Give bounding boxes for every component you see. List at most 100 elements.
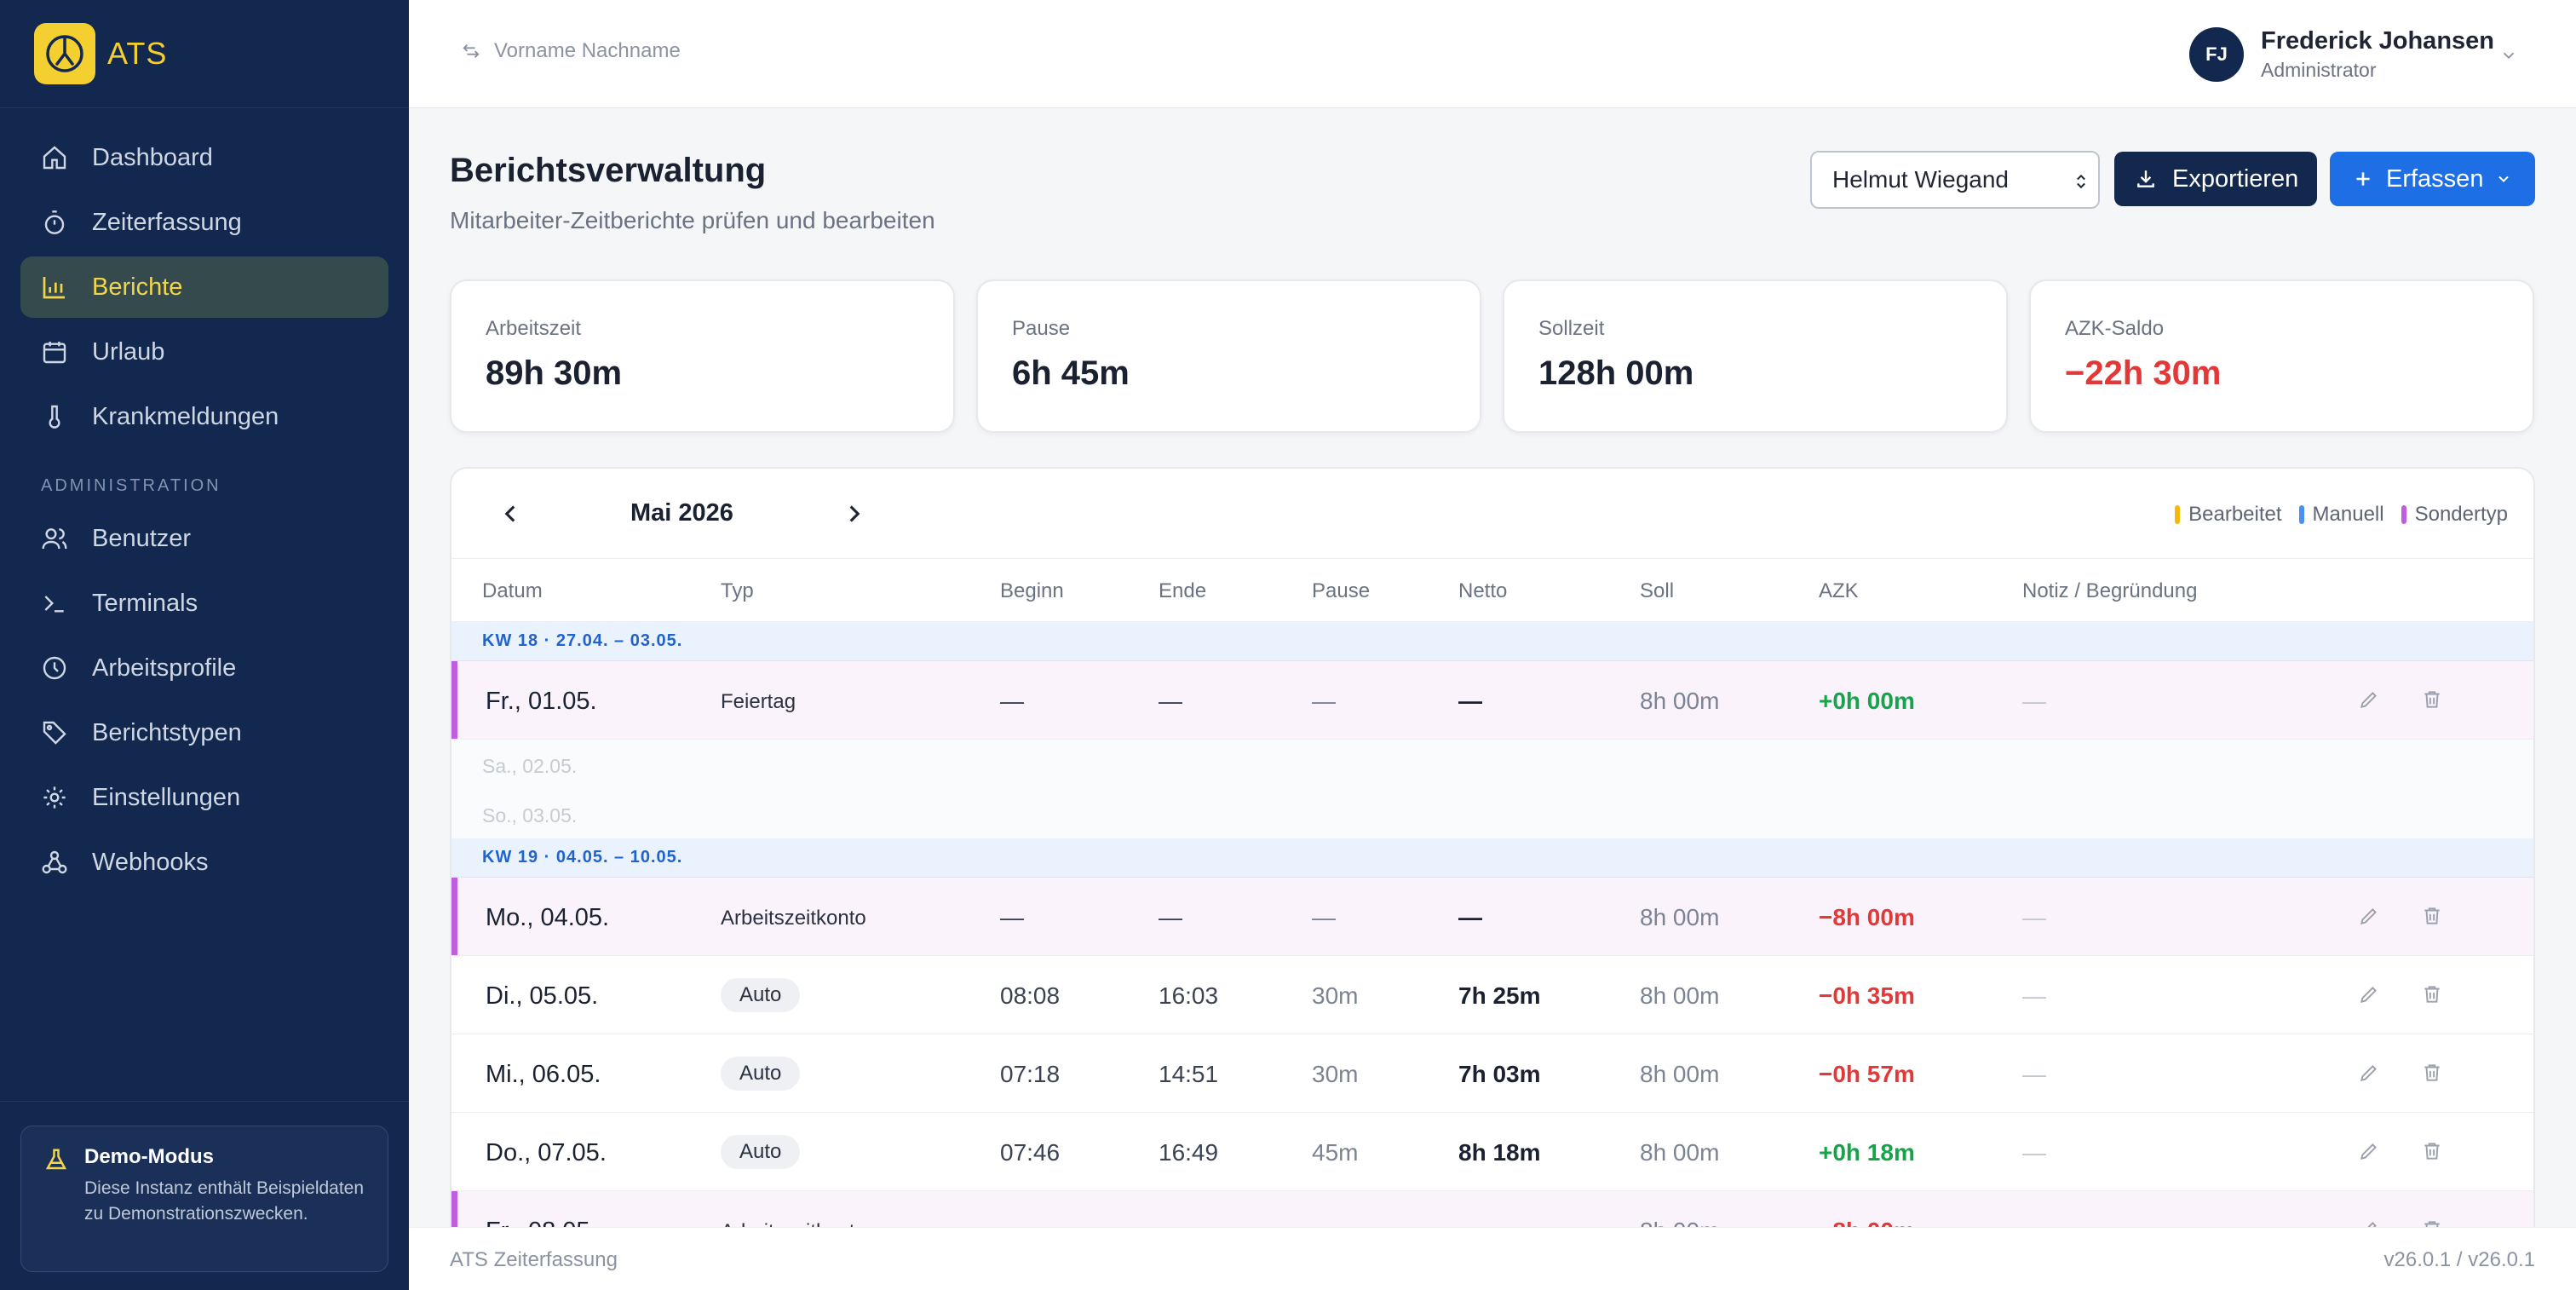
row-target: 8h 00m <box>1640 1061 1720 1087</box>
admin-section-heading: ADMINISTRATION <box>41 476 221 495</box>
table-row[interactable]: Mo., 04.05. Arbeitszeitkonto — — — — 8h … <box>451 878 2533 956</box>
employee-select-value: Helmut Wiegand <box>1832 166 2009 193</box>
add-entry-button-label: Erfassen <box>2386 164 2484 193</box>
footer-app-name: ATS Zeiterfassung <box>450 1248 618 1271</box>
stat-label: AZK-Saldo <box>2065 317 2165 340</box>
table-header: Datum Typ Beginn Ende Pause Netto Soll A… <box>451 559 2533 622</box>
weekend-row: Sa., 02.05. <box>451 740 2533 789</box>
row-net: 8h 18m <box>1458 1139 1541 1166</box>
sidebar-item-krankmeldungen[interactable]: Krankmeldungen <box>20 386 388 447</box>
column-header-ende[interactable]: Ende <box>1159 579 1207 602</box>
legend: Bearbeitet Manuell Sondertyp <box>2158 503 2508 527</box>
sidebar-item-einstellungen[interactable]: Einstellungen <box>20 767 388 828</box>
app-footer: ATS Zeiterfassung v26.0.1 / v26.0.1 <box>409 1227 2576 1290</box>
weekend-date: Sa., 02.05. <box>482 755 578 777</box>
terminal-icon <box>44 596 64 613</box>
chevron-down-icon <box>2503 52 2515 60</box>
employee-select[interactable]: Helmut Wiegand <box>1810 151 2100 209</box>
stat-card-arbeitszeit: Arbeitszeit 89h 30m <box>450 279 955 433</box>
row-begin: 07:18 <box>1000 1061 1061 1087</box>
row-type-badge: Auto <box>721 1057 801 1091</box>
row-net: 7h 25m <box>1458 982 1541 1009</box>
select-arrows-icon <box>2077 174 2085 189</box>
sidebar-item-label: Krankmeldungen <box>92 402 279 430</box>
brand[interactable]: ATS <box>0 0 409 108</box>
weekend-date: So., 03.05. <box>482 804 578 826</box>
table-row[interactable]: Fr., 01.05. Feiertag — — — — 8h 00m +0h … <box>451 661 2533 740</box>
demo-text: Diese Instanz enthält Beispieldaten zu D… <box>84 1178 365 1224</box>
top-bar: Vorname Nachname FJ Frederick Johansen A… <box>409 0 2576 108</box>
row-date: Di., 05.05. <box>486 982 599 1010</box>
sidebar-item-terminals[interactable]: Terminals <box>20 573 388 634</box>
trash-icon[interactable] <box>2421 1062 2443 1084</box>
trash-icon[interactable] <box>2421 1140 2443 1162</box>
chevron-left-icon[interactable] <box>496 499 525 528</box>
table-row[interactable]: Fr., 08.05. Arbeitszeitkonto — — — — 8h … <box>451 1191 2533 1234</box>
column-header-datum[interactable]: Datum <box>482 579 543 602</box>
column-header-azk[interactable]: AZK <box>1819 579 1859 602</box>
row-azk: −8h 00m <box>1819 904 1915 930</box>
stat-label: Sollzeit <box>1538 317 1605 340</box>
sidebar-item-berichte[interactable]: Berichte <box>20 256 388 318</box>
column-header-soll[interactable]: Soll <box>1640 579 1675 602</box>
user-menu[interactable]: FJ Frederick Johansen Administrator <box>2176 17 2535 92</box>
avatar: FJ <box>2189 27 2244 82</box>
sidebar-item-urlaub[interactable]: Urlaub <box>20 321 388 383</box>
edit-pencil-icon[interactable] <box>2358 1140 2380 1162</box>
row-note: — <box>2022 1139 2046 1166</box>
brand-name: ATS <box>107 36 168 71</box>
trash-icon[interactable] <box>2421 983 2443 1005</box>
trash-icon[interactable] <box>2421 1218 2443 1234</box>
sidebar-item-label: Zeiterfassung <box>92 208 242 236</box>
row-note: — <box>2022 688 2046 714</box>
column-header-pause[interactable]: Pause <box>1312 579 1371 602</box>
sidebar-item-label: Benutzer <box>92 524 192 552</box>
row-note: — <box>2022 982 2046 1009</box>
sidebar-item-berichtstypen[interactable]: Berichtstypen <box>20 702 388 763</box>
sidebar-footer: Demo-Modus Diese Instanz enthält Beispie… <box>0 1101 409 1290</box>
sidebar-item-label: Berichtstypen <box>92 718 242 746</box>
row-pause: 45m <box>1312 1139 1359 1166</box>
column-header-notiz[interactable]: Notiz / Begründung <box>2022 579 2198 602</box>
edit-pencil-icon[interactable] <box>2358 983 2380 1005</box>
legend-label: Bearbeitet <box>2188 503 2282 526</box>
edit-pencil-icon[interactable] <box>2358 905 2380 927</box>
sidebar-item-dashboard[interactable]: Dashboard <box>20 127 388 188</box>
edit-pencil-icon[interactable] <box>2358 688 2380 711</box>
report-table-panel: Mai 2026 Bearbeitet Manuell Sondertyp Da… <box>450 467 2535 1234</box>
sidebar-item-label: Urlaub <box>92 337 165 366</box>
table-row[interactable]: Do., 07.05. Auto 07:46 16:49 45m 8h 18m … <box>451 1113 2533 1191</box>
trash-icon[interactable] <box>2421 905 2443 927</box>
home-icon <box>43 146 66 170</box>
row-date: Mi., 06.05. <box>486 1061 601 1088</box>
sidebar-item-benutzer[interactable]: Benutzer <box>20 508 388 569</box>
demo-title: Demo-Modus <box>84 1145 214 1168</box>
trash-icon[interactable] <box>2421 688 2443 711</box>
table-row[interactable]: Di., 05.05. Auto 08:08 16:03 30m 7h 25m … <box>451 956 2533 1034</box>
employee-switcher[interactable]: Vorname Nachname <box>462 39 681 63</box>
download-icon <box>2137 170 2154 187</box>
row-target: 8h 00m <box>1640 688 1720 714</box>
table-row[interactable]: Mi., 06.05. Auto 07:18 14:51 30m 7h 03m … <box>451 1034 2533 1113</box>
export-button[interactable]: Exportieren <box>2114 152 2317 206</box>
edit-pencil-icon[interactable] <box>2358 1062 2380 1084</box>
row-target: 8h 00m <box>1640 982 1720 1009</box>
row-type: Arbeitszeitkonto <box>721 907 866 930</box>
row-note: — <box>2022 904 2046 930</box>
chevron-right-icon[interactable] <box>840 499 869 528</box>
sidebar-item-webhooks[interactable]: Webhooks <box>20 832 388 893</box>
column-header-beginn[interactable]: Beginn <box>1000 579 1064 602</box>
sidebar-item-zeiterfassung[interactable]: Zeiterfassung <box>20 192 388 253</box>
edit-pencil-icon[interactable] <box>2358 1218 2380 1234</box>
sidebar-item-arbeitsprofile[interactable]: Arbeitsprofile <box>20 637 388 699</box>
row-end: — <box>1159 688 1182 714</box>
month-navigation: Mai 2026 Bearbeitet Manuell Sondertyp <box>451 469 2533 559</box>
clock-icon <box>43 656 66 680</box>
column-header-typ[interactable]: Typ <box>721 579 754 602</box>
stat-card-azk-saldo: AZK-Saldo −22h 30m <box>2029 279 2534 433</box>
column-header-netto[interactable]: Netto <box>1458 579 1508 602</box>
swap-arrows-icon <box>463 44 480 58</box>
current-month: Mai 2026 <box>630 499 733 527</box>
webhook-icon <box>42 850 67 874</box>
add-entry-button[interactable]: Erfassen <box>2330 152 2535 206</box>
